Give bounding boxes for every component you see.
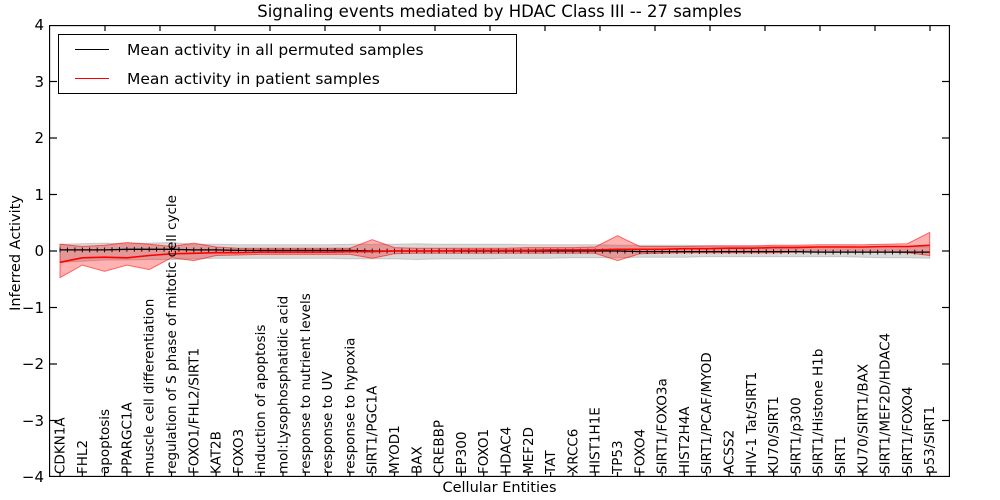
x-tick-label: EP300 bbox=[454, 432, 470, 474]
x-tick-label: TAT bbox=[543, 450, 559, 475]
x-tick-label: response to hypoxia bbox=[342, 338, 358, 474]
y-tick-label: −1 bbox=[21, 298, 44, 317]
permuted-line-sample bbox=[75, 49, 109, 50]
y-tick-label: 2 bbox=[34, 129, 44, 147]
chart-title: Signaling events mediated by HDAC Class … bbox=[257, 2, 742, 21]
x-tick-label: FOXO3 bbox=[231, 429, 247, 474]
x-tick-label: apoptosis bbox=[97, 409, 113, 474]
axes-spines bbox=[49, 25, 950, 477]
x-tick-label: FOXO1/FHL2/SIRT1 bbox=[186, 348, 202, 474]
legend: Mean activity in all permuted samples Me… bbox=[58, 34, 517, 94]
patient-line-sample bbox=[75, 78, 109, 79]
x-tick-label: induction of apoptosis bbox=[253, 325, 269, 474]
legend-entry-patient: Mean activity in patient samples bbox=[59, 64, 516, 93]
x-tick-label: ACSS2 bbox=[722, 430, 738, 474]
x-tick-label: XRCC6 bbox=[565, 429, 581, 474]
x-tick-label: CREBBP bbox=[432, 420, 448, 474]
x-tick-label: HDAC4 bbox=[499, 427, 515, 474]
x-tick-label: HIST2H4A bbox=[677, 406, 693, 474]
x-tick-label: HIST1H1E bbox=[588, 407, 604, 474]
x-tick-label: CDKN1A bbox=[53, 417, 69, 474]
x-tick-label: MYOD1 bbox=[387, 425, 403, 474]
y-tick-label: −3 bbox=[21, 411, 44, 430]
x-tick-label: FHL2 bbox=[75, 440, 91, 474]
x-tick-label: KU70/SIRT1/BAX bbox=[855, 364, 871, 474]
legend-label-patient: Mean activity in patient samples bbox=[127, 69, 380, 88]
y-tick-label: 0 bbox=[34, 242, 44, 260]
y-tick-label: 4 bbox=[34, 16, 44, 34]
x-tick-label: mol:Lysophosphatidic acid bbox=[276, 296, 292, 474]
x-tick-label: SIRT1/PGC1A bbox=[365, 385, 381, 474]
x-tick-label: BAX bbox=[409, 446, 425, 474]
x-tick-label: HIV-1 Tat/SIRT1 bbox=[744, 372, 760, 474]
x-axis-label: Cellular Entities bbox=[442, 480, 557, 496]
x-tick-label: SIRT1/p300 bbox=[788, 397, 804, 474]
x-tick-label: FOXO1 bbox=[476, 429, 492, 474]
x-tick-label: MEF2D bbox=[521, 427, 537, 474]
x-tick-label: KU70/SIRT1 bbox=[766, 396, 782, 474]
x-tick-label: SIRT1/FOXO4 bbox=[900, 387, 916, 474]
patient-mean-line bbox=[59, 244, 930, 264]
x-tick-label: muscle cell differentiation bbox=[142, 299, 158, 474]
x-tick-label: PPARGC1A bbox=[119, 401, 135, 474]
legend-label-permuted: Mean activity in all permuted samples bbox=[127, 40, 424, 59]
x-tick-label: SIRT1/Histone H1b bbox=[811, 349, 827, 474]
x-tick-label: response to nutrient levels bbox=[298, 293, 314, 474]
patient-range-band bbox=[59, 231, 931, 279]
x-tick-label: SIRT1/PCAF/MYOD bbox=[699, 352, 715, 474]
y-tick-label: −2 bbox=[21, 355, 44, 373]
y-tick-label: 3 bbox=[34, 72, 44, 91]
x-tick-label: response to UV bbox=[320, 371, 336, 474]
x-tick-label: p53/SIRT1 bbox=[922, 406, 938, 474]
y-tick-label: −4 bbox=[21, 468, 44, 486]
permuted-range-band bbox=[59, 241, 931, 263]
x-tick-label: regulation of S phase of mitotic cell cy… bbox=[164, 195, 180, 474]
y-tick-label: 1 bbox=[34, 185, 44, 204]
x-tick-label: SIRT1/FOXO3a bbox=[655, 378, 671, 474]
plot-area: CDKN1A FHL2 apoptosis PPARGC1A muscle cell d… bbox=[49, 25, 950, 477]
x-tick-label: KAT2B bbox=[209, 431, 225, 474]
x-tick-label: FOXO4 bbox=[632, 429, 648, 474]
x-tick-label: SIRT1 bbox=[833, 436, 849, 474]
x-tick-label: SIRT1/MEF2D/HDAC4 bbox=[878, 333, 894, 474]
legend-entry-permuted: Mean activity in all permuted samples bbox=[59, 35, 516, 64]
x-tick-label: TP53 bbox=[610, 440, 626, 475]
